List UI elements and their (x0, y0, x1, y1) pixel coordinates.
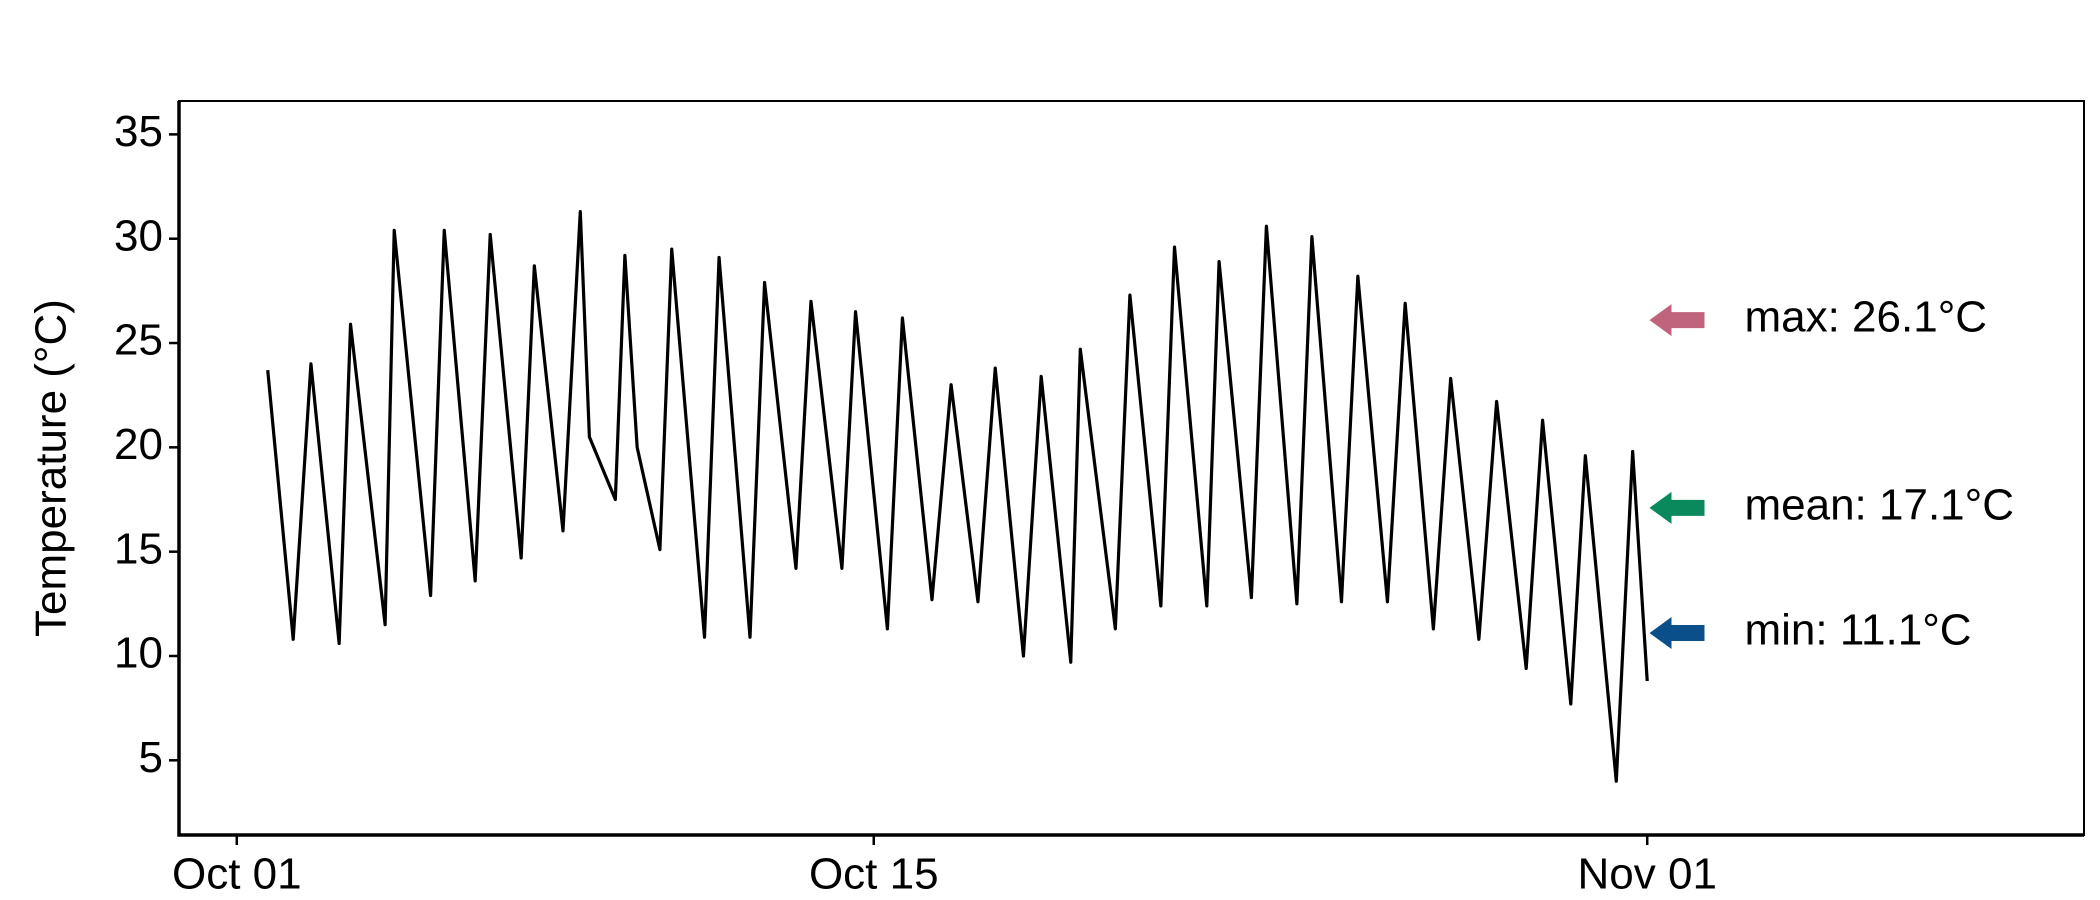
y-tick-label: 5 (139, 733, 163, 782)
y-tick-label: 10 (114, 629, 163, 678)
x-tick-label: Oct 15 (809, 850, 939, 899)
y-tick-label: 15 (114, 524, 163, 573)
annotation-label: mean: 17.1°C (1744, 480, 2014, 529)
y-tick-label: 25 (114, 316, 163, 365)
x-tick-label: Nov 01 (1578, 850, 1717, 899)
annotation-arrow (1649, 617, 1705, 650)
annotation-label: max: 26.1°C (1744, 293, 1987, 342)
x-tick-label: Oct 01 (172, 850, 302, 899)
y-tick-label: 30 (114, 211, 163, 260)
annotation-label: min: 11.1°C (1744, 606, 1971, 655)
line (266, 209, 1649, 783)
y-axis-label: Temperature (°C) (27, 299, 76, 637)
y-tick-label: 35 (114, 107, 163, 156)
y-tick-label: 20 (114, 420, 163, 469)
annotation-arrow (1649, 491, 1705, 524)
annotation-arrow (1649, 304, 1705, 337)
